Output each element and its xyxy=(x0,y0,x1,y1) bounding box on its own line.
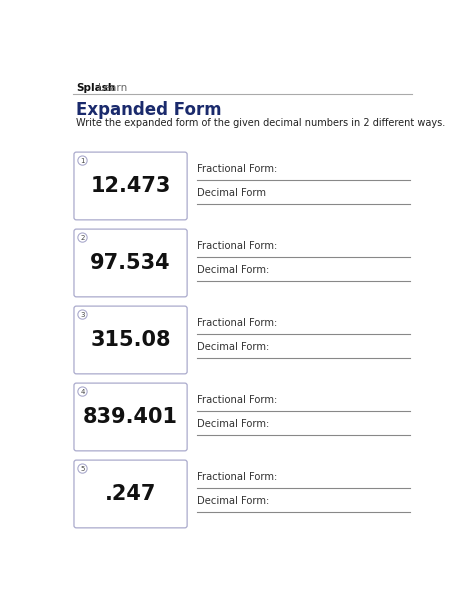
FancyBboxPatch shape xyxy=(74,306,187,374)
Text: 2: 2 xyxy=(80,235,85,240)
FancyBboxPatch shape xyxy=(74,383,187,451)
Text: 5: 5 xyxy=(80,465,85,471)
Text: 839.401: 839.401 xyxy=(83,407,178,427)
Circle shape xyxy=(78,464,87,473)
Circle shape xyxy=(78,310,87,319)
Circle shape xyxy=(78,387,87,396)
Text: 3: 3 xyxy=(80,311,85,318)
Text: 4: 4 xyxy=(80,389,85,395)
Circle shape xyxy=(78,156,87,165)
Text: Splash: Splash xyxy=(76,83,116,93)
Text: Decimal Form:: Decimal Form: xyxy=(197,265,269,275)
Text: Learn: Learn xyxy=(98,83,127,93)
Text: 1: 1 xyxy=(80,158,85,164)
FancyBboxPatch shape xyxy=(74,460,187,528)
FancyBboxPatch shape xyxy=(74,152,187,220)
Text: Fractional Form:: Fractional Form: xyxy=(197,395,277,405)
Text: Decimal Form:: Decimal Form: xyxy=(197,419,269,428)
Text: Fractional Form:: Fractional Form: xyxy=(197,241,277,251)
Text: Fractional Form:: Fractional Form: xyxy=(197,471,277,482)
Circle shape xyxy=(78,233,87,242)
Text: 97.534: 97.534 xyxy=(90,253,171,273)
Text: .247: .247 xyxy=(105,484,156,504)
Text: Expanded Form: Expanded Form xyxy=(76,101,222,120)
FancyBboxPatch shape xyxy=(74,229,187,297)
Text: Decimal Form:: Decimal Form: xyxy=(197,341,269,351)
Text: 315.08: 315.08 xyxy=(91,330,171,350)
Text: Decimal Form: Decimal Form xyxy=(197,188,266,197)
Text: Fractional Form:: Fractional Form: xyxy=(197,318,277,328)
Text: 12.473: 12.473 xyxy=(91,176,171,196)
Text: Write the expanded form of the given decimal numbers in 2 different ways.: Write the expanded form of the given dec… xyxy=(76,118,446,128)
Text: Decimal Form:: Decimal Form: xyxy=(197,495,269,506)
Text: Fractional Form:: Fractional Form: xyxy=(197,164,277,173)
